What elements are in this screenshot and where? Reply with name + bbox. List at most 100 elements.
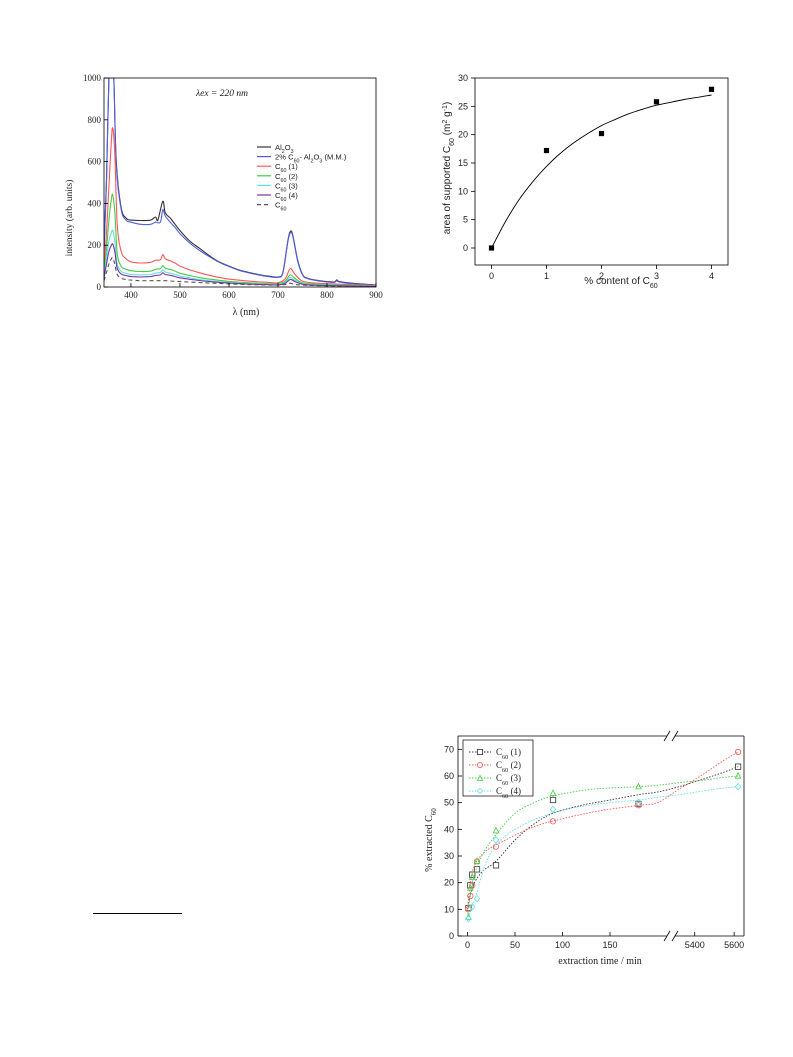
extraction-y-tick-label: 0 <box>449 931 454 941</box>
area-plot-frame <box>474 77 729 266</box>
extraction-legend-label: C60 (1) <box>496 747 521 761</box>
extraction-data-point <box>492 843 500 850</box>
extraction-legend-box <box>462 739 534 797</box>
fluorescence-y-tick-label: 1000 <box>83 73 102 83</box>
extraction-data-point <box>734 763 742 770</box>
fluorescence-series-line <box>104 256 376 287</box>
fluorescence-series-line <box>104 193 376 287</box>
fluorescence-y-tick-label: 200 <box>88 240 102 250</box>
footnote-separator <box>93 913 182 914</box>
area-y-tick-label: 10 <box>458 186 468 196</box>
area-x-axis-label: % content of C60 <box>584 276 657 288</box>
area-fit-curve <box>491 94 712 249</box>
extraction-data-point <box>465 914 472 923</box>
area-data-point <box>488 245 495 251</box>
fluorescence-legend-label: C60 (4) <box>275 191 298 203</box>
extraction-data-point <box>635 798 642 807</box>
extraction-y-tick-label: 50 <box>444 798 454 808</box>
fluorescence-series-line <box>104 243 376 287</box>
area-y-axis-label: area of supported C60 (m2 g-1) <box>442 102 456 234</box>
area-data-point <box>543 147 550 154</box>
excitation-annotation: λex = 220 nm <box>195 89 248 99</box>
extraction-y-tick-label: 70 <box>444 744 454 754</box>
fluorescence-legend-label: Al2O3 <box>275 143 294 155</box>
area-y-tick-label: 30 <box>458 73 468 83</box>
extraction-data-point <box>467 883 474 891</box>
fluorescence-chart: 400 500 600 700 800 900 0 200 400 600 800 1000 Al2O… <box>64 73 383 318</box>
extraction-data-point <box>734 782 742 791</box>
extraction-data-point <box>734 748 742 756</box>
extraction-data-point <box>492 836 500 844</box>
fluorescence-y-tick-label: 0 <box>97 282 102 292</box>
extraction-data-point <box>469 902 476 911</box>
extraction-data-point <box>465 906 472 913</box>
fluorescence-y-tick-label: 400 <box>88 198 102 208</box>
extraction-x-axis-label: extraction time / min <box>558 956 642 967</box>
fluorescence-y-axis-label: intensity (arb. units) <box>64 180 75 257</box>
area-y-tick-label: 5 <box>463 215 468 225</box>
area-x-tick-label: 4 <box>709 271 714 281</box>
extraction-fit-curve <box>467 775 739 918</box>
extraction-x-tick-label: 100 <box>555 940 570 950</box>
extraction-axis-break-mark <box>663 730 671 742</box>
fluorescence-legend-label: C60 <box>275 201 286 213</box>
extraction-x-tick-label: 150 <box>602 940 617 950</box>
fluorescence-series-line <box>104 78 376 286</box>
extraction-y-tick-label: 10 <box>444 904 454 914</box>
extraction-x-tick-label: 5600 <box>724 940 744 950</box>
area-data-point <box>598 130 605 137</box>
extraction-fit-curve <box>467 786 739 921</box>
fluorescence-x-tick-label: 900 <box>369 290 383 300</box>
extraction-legend-marker <box>476 787 484 795</box>
extraction-y-tick-label: 30 <box>444 851 454 861</box>
extraction-fit-curve <box>467 766 739 910</box>
extraction-y-axis-label: % extracted C60 <box>424 808 438 872</box>
extraction-data-point <box>492 826 500 834</box>
fluorescence-x-tick-label: 400 <box>124 290 138 300</box>
fluorescence-series-line <box>104 229 376 287</box>
extraction-legend-marker <box>476 774 484 781</box>
extraction-data-point <box>549 789 557 796</box>
area-x-tick-label: 3 <box>654 271 659 281</box>
area-x-tick-label: 1 <box>544 271 549 281</box>
fluorescence-y-tick-label: 600 <box>88 157 102 167</box>
extraction-fit-curve <box>467 751 739 910</box>
extraction-axis-break-mark <box>671 730 679 742</box>
extraction-x-tick-label: 50 <box>510 940 520 950</box>
extraction-data-point <box>473 857 481 864</box>
area-y-tick-label: 15 <box>458 158 468 168</box>
extraction-data-point <box>469 871 476 878</box>
extraction-data-point <box>549 805 557 814</box>
extraction-legend-label: C60 (4) <box>496 786 521 800</box>
fluorescence-x-tick-label: 700 <box>271 290 285 300</box>
extraction-data-point <box>549 818 557 825</box>
fluorescence-y-tick-label: 800 <box>88 115 102 125</box>
fluorescence-series-line <box>104 127 376 287</box>
fluorescence-series-line <box>104 78 376 286</box>
extraction-chart: 0 50 100 150 5400 5600 0 10 20 30 40 50 60 70 C60 (1)… <box>424 730 745 967</box>
extraction-data-point <box>549 796 557 804</box>
extraction-y-tick-label: 20 <box>444 878 454 888</box>
extraction-axis-break-mark <box>671 930 679 942</box>
extraction-legend-label: C60 (3) <box>496 773 521 787</box>
fluorescence-legend-label: 2% C60- Al2O3 (M.M.) <box>275 153 347 165</box>
fluorescence-x-tick-label: 800 <box>320 290 334 300</box>
fluorescence-x-tick-label: 600 <box>222 290 236 300</box>
extraction-data-point <box>635 782 642 790</box>
extraction-y-tick-label: 40 <box>444 824 454 834</box>
extraction-x-tick-label: 5400 <box>685 940 705 950</box>
extraction-axis-break-mark <box>663 930 671 942</box>
area-x-tick-label: 2 <box>599 271 604 281</box>
extraction-y-tick-label: 60 <box>444 771 454 781</box>
extraction-legend-label: C60 (2) <box>496 760 521 774</box>
extraction-data-point <box>734 771 742 779</box>
area-data-point <box>653 99 660 105</box>
area-y-tick-label: 25 <box>458 101 468 111</box>
extraction-data-point <box>492 862 500 869</box>
extraction-data-point <box>473 866 481 873</box>
area-chart: 0 1 2 3 4 0 5 10 15 20 25 30 % content of C60 area … <box>442 73 729 288</box>
extraction-legend-marker <box>477 762 484 769</box>
area-x-tick-label: 0 <box>489 271 494 281</box>
area-y-tick-label: 0 <box>463 243 468 253</box>
